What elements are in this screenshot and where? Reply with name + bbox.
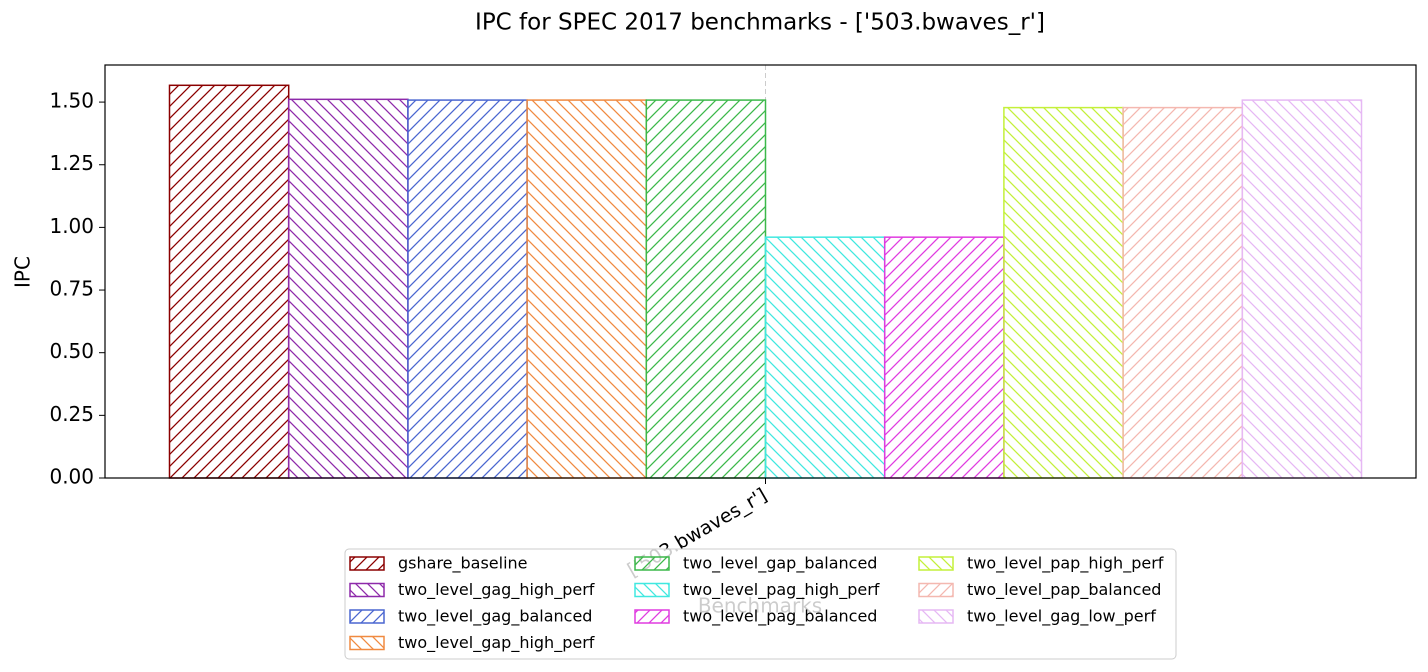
legend-label: two_level_gag_low_perf bbox=[967, 607, 1156, 627]
bar bbox=[168, 84, 290, 479]
legend-swatch bbox=[349, 609, 385, 624]
legend-swatch bbox=[634, 556, 670, 571]
legend-swatch bbox=[349, 582, 385, 598]
legend-label: two_level_pap_high_perf bbox=[967, 554, 1164, 574]
legend-label: two_level_pag_high_perf bbox=[683, 580, 880, 600]
legend-label: two_level_gap_high_perf bbox=[398, 633, 595, 653]
legend: gshare_baselinetwo_level_gag_high_perftw… bbox=[344, 548, 1177, 660]
y-tick-label: 1.25 bbox=[49, 151, 94, 175]
y-tick-label: 0.75 bbox=[49, 277, 94, 301]
legend-swatch bbox=[918, 609, 954, 624]
plot-frame bbox=[104, 64, 1417, 479]
bar bbox=[526, 99, 648, 479]
legend-swatch bbox=[634, 609, 670, 624]
legend-label: two_level_gag_balanced bbox=[398, 607, 592, 627]
bar bbox=[407, 99, 528, 479]
legend-box bbox=[344, 548, 1177, 660]
legend-label: gshare_baseline bbox=[398, 554, 528, 574]
y-tick-label: 0.50 bbox=[49, 339, 94, 363]
legend-label: two_level_pag_balanced bbox=[683, 607, 877, 627]
bar bbox=[645, 99, 767, 479]
legend-swatch bbox=[349, 556, 385, 571]
bar bbox=[883, 236, 1005, 479]
bar bbox=[764, 236, 886, 479]
y-tick-label: 1.00 bbox=[49, 214, 94, 238]
bar bbox=[1003, 106, 1124, 479]
y-tick-label: 0.25 bbox=[49, 402, 94, 426]
legend-swatch bbox=[918, 556, 954, 571]
y-tick-label: 0.00 bbox=[49, 465, 94, 489]
legend-label: two_level_pap_balanced bbox=[967, 580, 1161, 600]
bar bbox=[287, 98, 409, 479]
bar bbox=[1122, 106, 1244, 479]
bar bbox=[1241, 99, 1363, 479]
y-tick-label: 1.50 bbox=[49, 89, 94, 113]
chart-title: IPC for SPEC 2017 benchmarks - ['503.bwa… bbox=[475, 10, 1045, 36]
legend-label: two_level_gap_balanced bbox=[683, 554, 877, 574]
legend-swatch bbox=[918, 582, 954, 598]
legend-label: two_level_gag_high_perf bbox=[398, 580, 595, 600]
y-axis-label: IPC bbox=[11, 256, 35, 288]
legend-swatch bbox=[634, 582, 670, 598]
legend-swatch bbox=[349, 635, 385, 651]
